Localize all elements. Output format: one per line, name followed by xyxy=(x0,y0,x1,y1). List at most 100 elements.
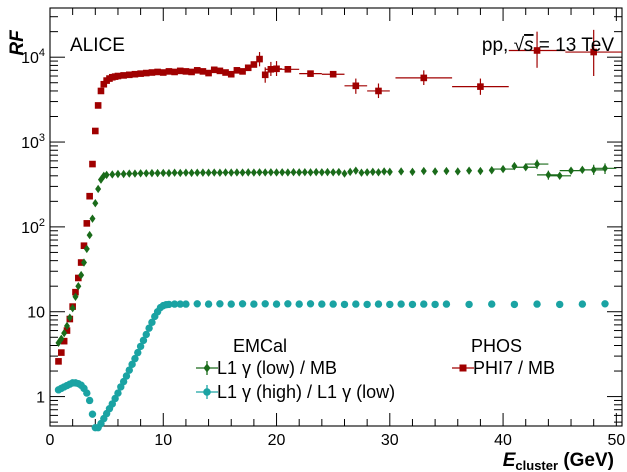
data-point xyxy=(488,166,495,175)
data-point xyxy=(324,167,331,177)
sqrt-symbol: √ xyxy=(514,35,525,56)
data-point xyxy=(120,169,127,179)
data-point xyxy=(273,168,280,177)
data-point xyxy=(120,72,127,79)
data-point xyxy=(340,300,349,309)
data-point xyxy=(148,168,155,178)
data-point xyxy=(182,68,190,75)
data-point xyxy=(137,169,144,178)
data-point xyxy=(335,167,342,177)
data-point xyxy=(500,164,507,174)
data-point xyxy=(205,168,212,177)
data-point xyxy=(145,324,153,332)
data-point xyxy=(363,300,371,309)
data-point xyxy=(193,67,201,74)
data-point xyxy=(466,166,473,175)
collision-system-prefix: pp, xyxy=(482,35,514,56)
data-point xyxy=(245,168,252,177)
data-point xyxy=(114,389,122,397)
x-tick-label: 10 xyxy=(154,432,172,449)
data-point xyxy=(131,169,138,178)
x-axis-ticks: 0 10 20 30 40 50 xyxy=(46,8,625,449)
legend-entry-emcal-high: L1 γ (high) / L1 γ (low) xyxy=(217,382,395,402)
data-point xyxy=(171,168,178,177)
data-series xyxy=(54,29,622,432)
data-point xyxy=(318,300,326,308)
data-point xyxy=(204,300,213,308)
data-point xyxy=(352,166,359,175)
data-point xyxy=(154,168,161,178)
data-point xyxy=(307,70,314,77)
data-point xyxy=(533,47,541,54)
x-tick-label: 30 xyxy=(381,432,399,449)
data-point xyxy=(420,166,427,176)
data-point xyxy=(58,334,65,343)
data-point xyxy=(134,348,142,357)
data-point xyxy=(216,300,224,308)
data-point xyxy=(431,300,439,309)
data-point xyxy=(125,366,133,374)
data-point xyxy=(352,300,360,308)
plot-frame xyxy=(49,7,623,427)
series-1 xyxy=(55,159,617,348)
data-point xyxy=(199,168,206,177)
data-point xyxy=(239,68,246,75)
legend-entry-phos: PHI7 / MB xyxy=(473,358,555,378)
data-point xyxy=(139,336,148,345)
data-point xyxy=(296,168,303,177)
legend-marker-phos xyxy=(452,364,474,372)
data-point xyxy=(125,71,133,79)
data-point xyxy=(193,300,201,308)
data-point xyxy=(136,342,145,351)
data-point xyxy=(409,167,416,177)
legend-entry-emcal-low: L1 γ (low) / MB xyxy=(217,358,337,378)
data-point xyxy=(306,300,315,308)
data-point xyxy=(510,300,519,309)
data-point xyxy=(88,410,97,418)
data-point xyxy=(148,318,156,327)
data-point xyxy=(443,166,450,176)
data-point xyxy=(92,199,99,208)
data-point xyxy=(250,168,257,177)
y-tick-label: 103 xyxy=(21,132,45,152)
data-point xyxy=(61,328,68,338)
data-point xyxy=(211,168,218,177)
data-point xyxy=(511,161,518,171)
data-point xyxy=(216,168,223,177)
data-point xyxy=(154,68,161,76)
data-point xyxy=(261,71,269,79)
data-point xyxy=(442,300,451,308)
data-point xyxy=(301,168,308,177)
data-point xyxy=(432,167,439,176)
data-point xyxy=(94,102,102,109)
x-tick-label: 40 xyxy=(494,432,512,449)
data-point xyxy=(75,274,82,282)
data-point xyxy=(103,170,110,180)
data-point xyxy=(358,168,365,177)
data-point xyxy=(329,300,337,308)
data-point xyxy=(545,170,552,180)
data-point xyxy=(80,242,88,250)
data-point xyxy=(137,70,144,77)
data-point xyxy=(80,258,87,267)
data-point xyxy=(329,70,337,78)
data-point xyxy=(307,168,314,177)
data-point xyxy=(86,192,93,200)
legend: EMCal L1 γ (low) / MB L1 γ (high) / L1 γ… xyxy=(196,336,555,402)
data-point xyxy=(272,300,281,308)
data-point xyxy=(590,48,597,56)
energy-variable: s xyxy=(524,35,534,56)
data-point xyxy=(171,68,178,76)
y-tick-label: 104 xyxy=(21,47,45,67)
data-point xyxy=(143,169,150,178)
data-point xyxy=(227,70,235,78)
data-point xyxy=(454,167,461,176)
data-point xyxy=(119,377,128,386)
data-point xyxy=(295,300,303,308)
data-point xyxy=(205,69,212,77)
data-point xyxy=(420,74,428,82)
experiment-label: ALICE xyxy=(70,35,125,56)
x-axis-label-unit: (GeV) xyxy=(558,450,614,471)
data-point xyxy=(386,300,394,309)
